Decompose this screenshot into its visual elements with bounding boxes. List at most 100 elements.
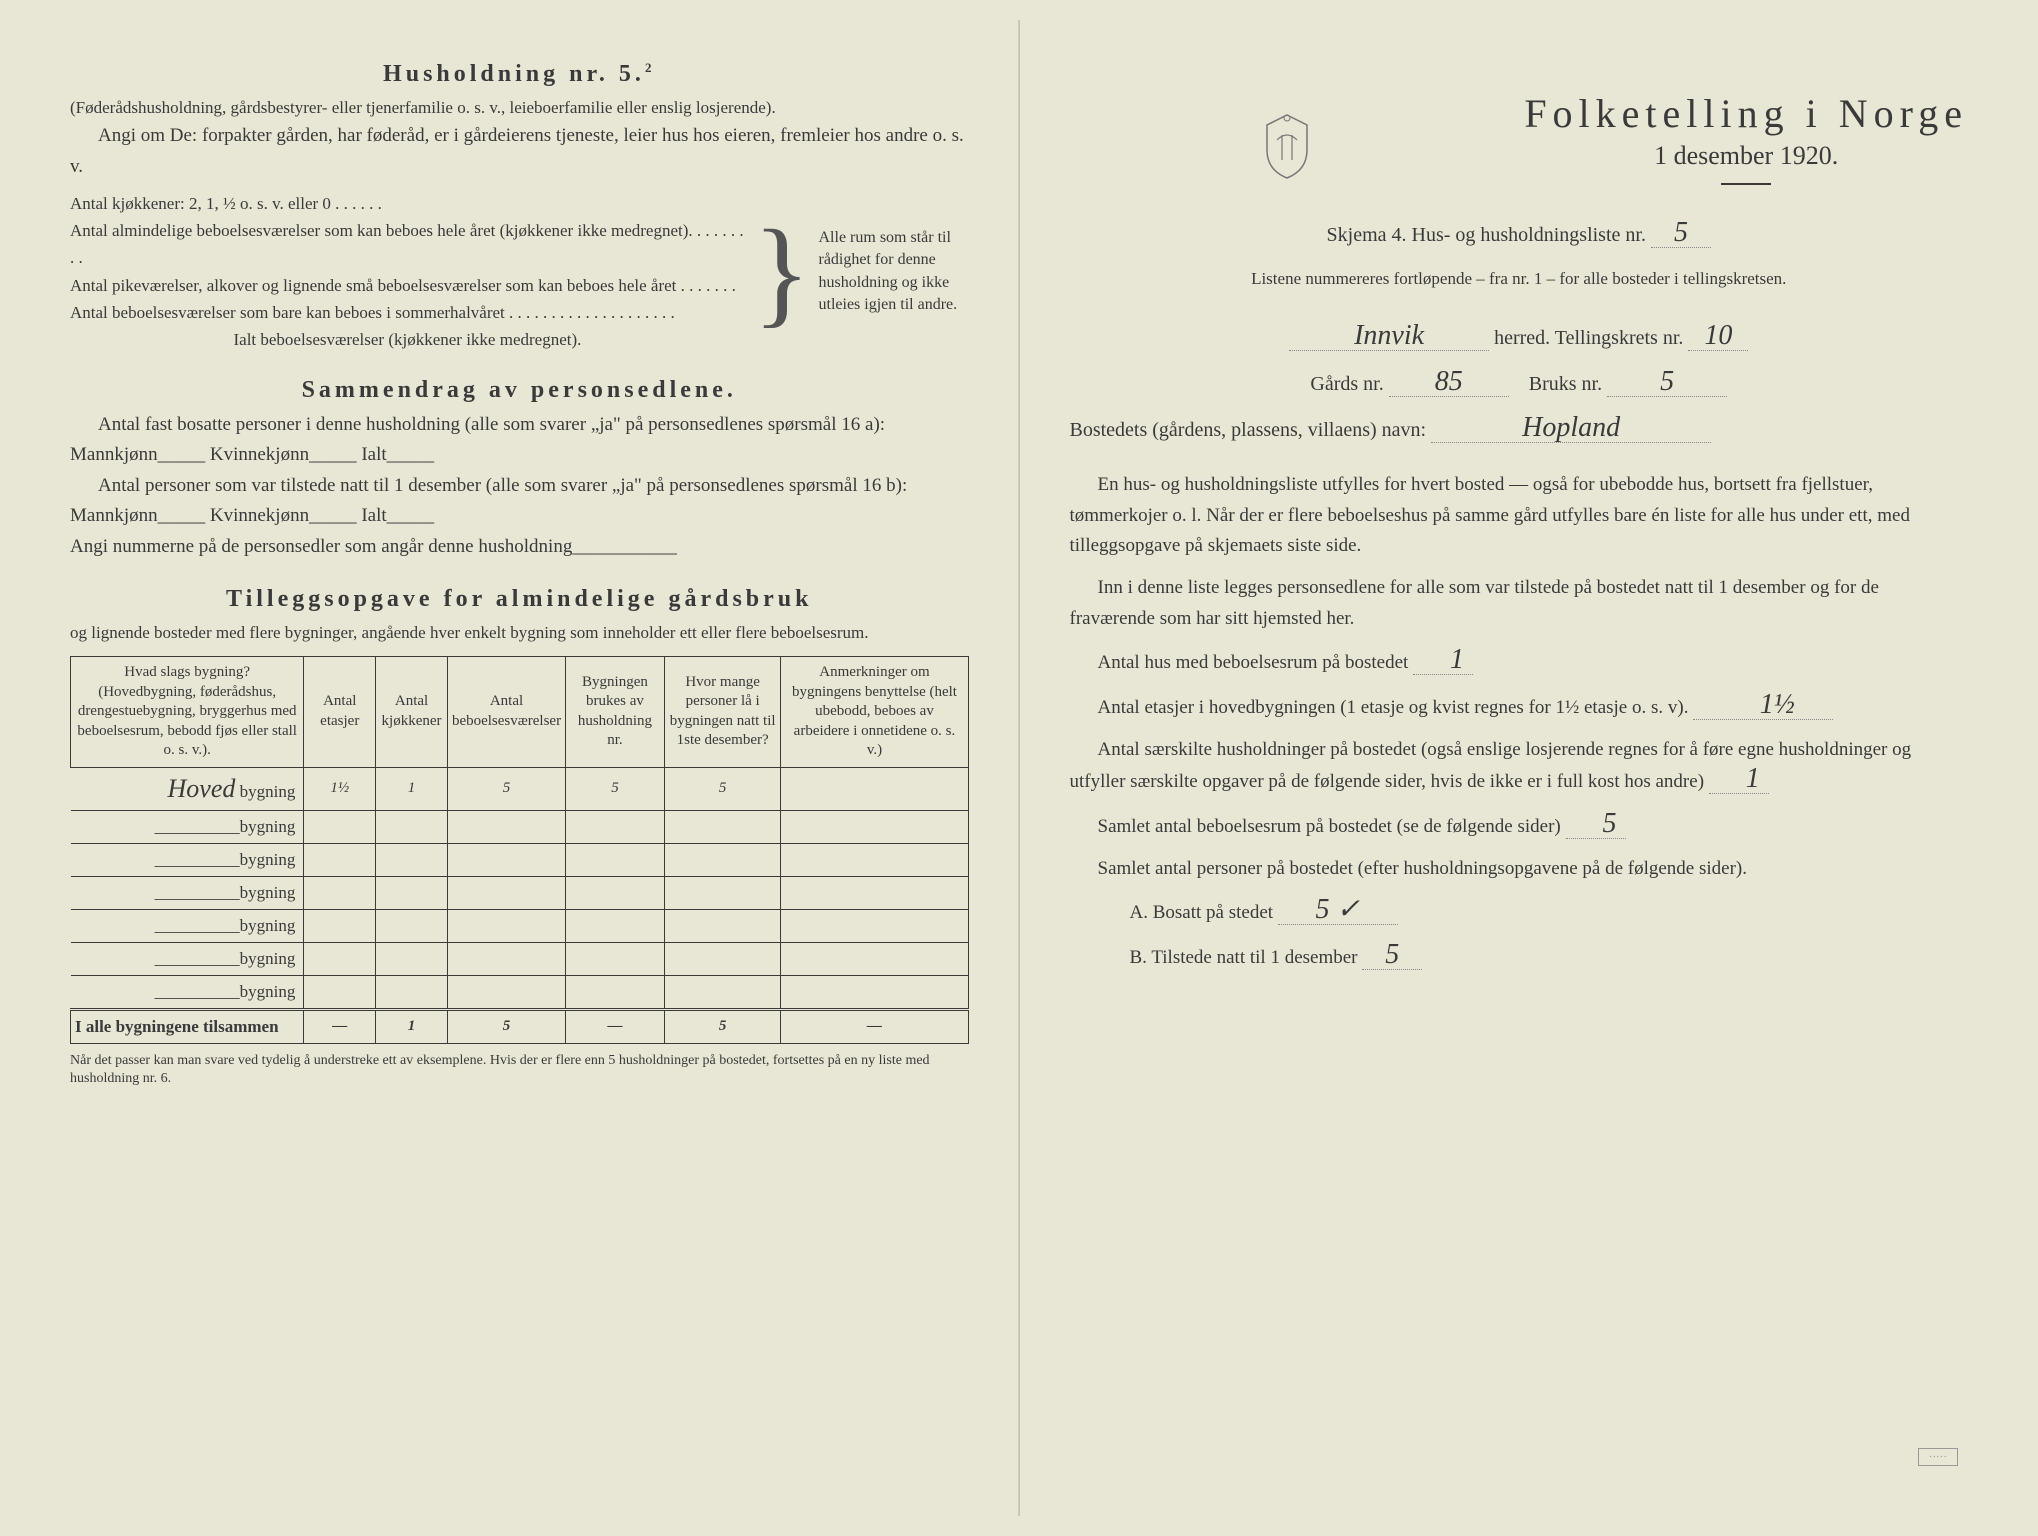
skjema-nr: 5 [1651, 219, 1711, 248]
q5b-value: 5 [1362, 941, 1422, 970]
sammen-p2: Antal personer som var tilstede natt til… [70, 471, 969, 532]
q4: Samlet antal beboelsesrum på bostedet (s… [1070, 810, 1969, 842]
sammen-p3: Angi nummerne på de personsedler som ang… [70, 532, 969, 562]
tillegg-table: Hvad slags bygning? (Hovedbygning, føder… [70, 656, 969, 1044]
q3-value: 1 [1709, 765, 1769, 794]
coat-of-arms-icon [1257, 110, 1317, 180]
cell [447, 843, 565, 876]
sub1: (Føderådshusholdning, gårdsbestyrer- ell… [70, 94, 969, 121]
cell [566, 942, 665, 975]
cell [304, 843, 376, 876]
divider [1721, 183, 1771, 185]
q5a-value: 5 ✓ [1278, 896, 1398, 925]
bruks-nr: 5 [1607, 368, 1727, 397]
gard-line: Gårds nr. 85 Bruks nr. 5 [1070, 368, 1969, 400]
cell [566, 810, 665, 843]
para1: En hus- og husholdningsliste utfylles fo… [1070, 470, 1969, 561]
table-row: Hoved bygning1½1555 [71, 767, 969, 810]
sub2: Angi om De: forpakter gården, har føderå… [70, 121, 969, 182]
cell [664, 909, 781, 942]
total-5: — [781, 1009, 968, 1043]
q5a: A. Bosatt på stedet 5 ✓ [1130, 896, 1969, 928]
th-0: Hvad slags bygning? (Hovedbygning, føder… [71, 657, 304, 768]
room-line-3: Ialt beboelsesværelser (kjøkkener ikke m… [70, 326, 745, 353]
rooms-block: Antal kjøkkener: 2, 1, ½ o. s. v. eller … [70, 190, 969, 353]
table-row: __________bygning [71, 843, 969, 876]
para2: Inn i denne liste legges personsedlene f… [1070, 573, 1969, 634]
header: Folketelling i Norge 1 desember 1920. [1070, 90, 1969, 205]
cell [376, 942, 448, 975]
cell [781, 767, 968, 810]
room-line-0: Antal almindelige beboelsesværelser som … [70, 217, 745, 271]
cell [566, 975, 665, 1009]
cell [304, 975, 376, 1009]
herred-line: Innvik herred. Tellingskrets nr. 10 [1070, 322, 1969, 354]
bosted-line: Bostedets (gårdens, plassens, villaens) … [1070, 414, 1969, 446]
q5: Samlet antal personer på bostedet (efter… [1070, 854, 1969, 884]
cell [304, 909, 376, 942]
cell [781, 909, 968, 942]
cell [447, 975, 565, 1009]
table-row: __________bygning [71, 942, 969, 975]
cell [664, 975, 781, 1009]
cell [304, 942, 376, 975]
row-label: __________bygning [71, 843, 304, 876]
q5b: B. Tilstede natt til 1 desember 5 [1130, 941, 1969, 973]
cell [376, 975, 448, 1009]
main-title: Folketelling i Norge [1524, 90, 1968, 137]
cell [566, 843, 665, 876]
cell [781, 843, 968, 876]
bosted-value: Hopland [1431, 414, 1711, 443]
printer-stamp: ····· [1918, 1448, 1958, 1466]
th-3: Antal beboelsesværelser [447, 657, 565, 768]
cell [664, 876, 781, 909]
left-footnote: Når det passer kan man svare ved tydelig… [70, 1052, 969, 1088]
listene: Listene nummereres fortløpende – fra nr.… [1070, 265, 1969, 292]
cell [376, 876, 448, 909]
room-line-1: Antal pikeværelser, alkover og lignende … [70, 272, 745, 299]
cell [304, 876, 376, 909]
cell [376, 810, 448, 843]
gard-nr: 85 [1389, 368, 1509, 397]
q1: Antal hus med beboelsesrum på bostedet 1 [1070, 646, 1969, 678]
total-4: 5 [664, 1009, 781, 1043]
row-label: Hoved bygning [71, 767, 304, 810]
cell: 5 [664, 767, 781, 810]
table-row: __________bygning [71, 975, 969, 1009]
cell [447, 942, 565, 975]
row-label: __________bygning [71, 876, 304, 909]
table-total-row: I alle bygningene tilsammen — 1 5 — 5 — [71, 1009, 969, 1043]
th-6: Anmerkninger om bygningens benyttelse (h… [781, 657, 968, 768]
right-page: Folketelling i Norge 1 desember 1920. Sk… [1020, 20, 2019, 1516]
row-label: __________bygning [71, 810, 304, 843]
cell [781, 810, 968, 843]
th-4: Bygningen brukes av husholdning nr. [566, 657, 665, 768]
cell [447, 810, 565, 843]
row-label: __________bygning [71, 942, 304, 975]
cell [664, 810, 781, 843]
cell [376, 909, 448, 942]
cell [304, 810, 376, 843]
cell: 1½ [304, 767, 376, 810]
cell [566, 909, 665, 942]
total-label: I alle bygningene tilsammen [71, 1009, 304, 1043]
cell [566, 876, 665, 909]
table-row: __________bygning [71, 810, 969, 843]
brace-icon: } [745, 190, 819, 353]
cell [781, 975, 968, 1009]
cell [781, 942, 968, 975]
date: 1 desember 1920. [1524, 141, 1968, 171]
total-3: — [566, 1009, 665, 1043]
th-2: Antal kjøkkener [376, 657, 448, 768]
cell [447, 909, 565, 942]
q3: Antal særskilte husholdninger på bostede… [1070, 735, 1969, 798]
th-1: Antal etasjer [304, 657, 376, 768]
cell: 5 [447, 767, 565, 810]
q2: Antal etasjer i hovedbygningen (1 etasje… [1070, 691, 1969, 723]
room-line-2: Antal beboelsesværelser som bare kan beb… [70, 299, 745, 326]
cell [447, 876, 565, 909]
total-0: — [304, 1009, 376, 1043]
tillegg-heading: Tilleggsopgave for almindelige gårdsbruk [70, 586, 969, 613]
husholdning-heading: Husholdning nr. 5.2 [70, 60, 969, 88]
sammendrag-heading: Sammendrag av personsedlene. [70, 377, 969, 404]
